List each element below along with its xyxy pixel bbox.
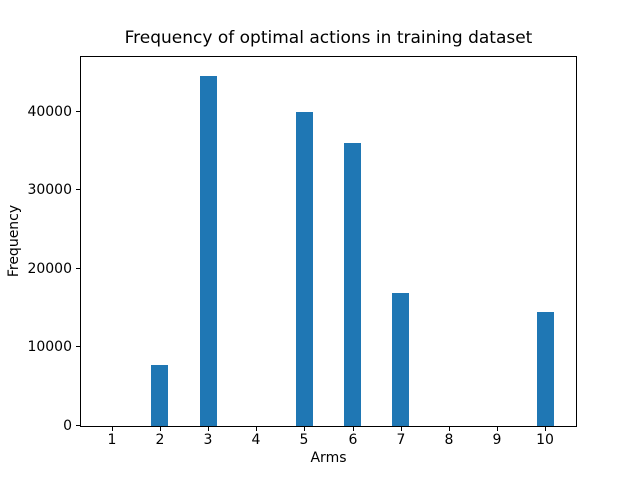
x-tick-label: 10 — [536, 432, 554, 448]
x-tick-label: 5 — [299, 432, 309, 448]
y-tick-mark — [76, 110, 80, 112]
x-tick-label: 2 — [155, 432, 165, 448]
y-tick-mark — [76, 267, 80, 269]
x-tick-mark — [401, 427, 402, 431]
x-tick-mark — [497, 427, 498, 431]
x-tick-mark — [545, 427, 546, 431]
x-tick-mark — [112, 427, 113, 431]
x-tick-label: 7 — [396, 432, 406, 448]
x-tick-mark — [449, 427, 450, 431]
y-tick-label: 10000 — [27, 339, 72, 356]
bar — [344, 143, 361, 426]
x-tick-label: 9 — [492, 432, 502, 448]
bar — [537, 312, 554, 426]
y-tick-label: 20000 — [27, 260, 72, 277]
x-tick-label: 1 — [107, 432, 117, 448]
bar — [296, 112, 313, 426]
x-tick-label: 4 — [251, 432, 261, 448]
bar — [392, 293, 409, 426]
y-tick-mark — [76, 346, 80, 348]
x-axis-label: Arms — [310, 450, 347, 466]
x-tick-mark — [208, 427, 209, 431]
y-tick-mark — [76, 189, 80, 191]
bar — [200, 76, 217, 426]
x-tick-label: 6 — [348, 432, 358, 448]
y-tick-label: 0 — [63, 418, 72, 434]
y-tick-label: 40000 — [27, 103, 72, 120]
y-tick-label: 30000 — [27, 182, 72, 199]
chart-title: Frequency of optimal actions in training… — [124, 28, 533, 48]
bar — [151, 365, 168, 426]
plot-area — [80, 56, 577, 427]
x-tick-label: 3 — [203, 432, 213, 448]
x-tick-mark — [353, 427, 354, 431]
x-tick-label: 8 — [444, 432, 454, 448]
x-tick-mark — [256, 427, 257, 431]
x-tick-mark — [304, 427, 305, 431]
x-tick-mark — [160, 427, 161, 431]
y-tick-mark — [76, 425, 80, 426]
